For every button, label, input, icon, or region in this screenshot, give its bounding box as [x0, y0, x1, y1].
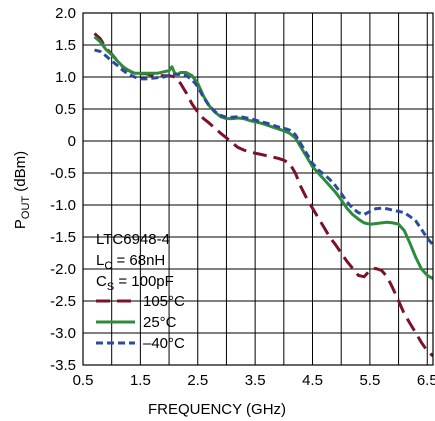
annotation-line: LC = 68nH — [96, 252, 165, 272]
y-tick-label: 0.5 — [55, 101, 76, 118]
x-tick-label: 4.5 — [302, 372, 323, 389]
y-tick-label: -2.0 — [50, 261, 76, 278]
annotation-main: C — [96, 273, 107, 290]
y-tick-label: -3.0 — [50, 325, 76, 342]
x-tick-label: 0.5 — [73, 372, 94, 389]
series-line-1 — [93, 35, 433, 280]
annotation-line: LTC6948-4 — [96, 231, 170, 248]
x-tick-labels: 0.5 1.5 2.5 3.5 4.5 5.5 6.5 — [73, 372, 435, 389]
y-tick-label: 0 — [68, 133, 76, 150]
y-tick-label: -2.5 — [50, 293, 76, 310]
y-tick-label: 1.0 — [55, 69, 76, 86]
x-tick-label: 1.5 — [130, 372, 151, 389]
x-tick-label: 5.5 — [359, 372, 380, 389]
series-lines — [93, 32, 433, 358]
x-tick-label: 6.5 — [417, 372, 435, 389]
plot-frame — [82, 12, 434, 366]
x-tick-label: 3.5 — [245, 372, 266, 389]
y-axis-title-tail: (dBm) — [12, 151, 29, 196]
annotation-line: CS = 100pF — [96, 273, 174, 293]
series-line-2 — [94, 48, 433, 246]
y-tick-label: -3.5 — [50, 357, 76, 374]
y-axis-title-sub: OUT — [20, 196, 32, 220]
y-tick-labels: 2.0 1.5 1.0 0.5 0 -0.5 -1.0 -1.5 -2.0 -2.5 -3.0 -3.… — [50, 5, 76, 374]
annotation-main: L — [96, 252, 104, 269]
legend-label: –40°C — [143, 335, 185, 352]
y-tick-label: -1.5 — [50, 229, 76, 246]
annotation-tail: = 68nH — [112, 252, 165, 269]
y-tick-label: -0.5 — [50, 165, 76, 182]
legend-label: 105°C — [143, 293, 185, 310]
x-axis-title: FREQUENCY (GHz) — [148, 401, 286, 418]
series-line-0 — [93, 32, 433, 358]
y-axis-title-main: P — [12, 219, 29, 229]
annotation-sub: S — [107, 281, 114, 293]
y-tick-label: 1.5 — [55, 37, 76, 54]
y-tick-label: -1.0 — [50, 197, 76, 214]
annotation-main: LTC6948-4 — [96, 231, 170, 248]
legend: 105°C 25°C –40°C — [96, 293, 185, 352]
x-tick-label: 2.5 — [187, 372, 208, 389]
grid — [82, 12, 433, 366]
annotation-sub: C — [104, 260, 112, 272]
y-axis-title: POUT (dBm) — [12, 151, 32, 229]
annotation-tail: = 100pF — [114, 273, 174, 290]
legend-label: 25°C — [143, 314, 177, 331]
y-tick-label: 2.0 — [55, 5, 76, 22]
